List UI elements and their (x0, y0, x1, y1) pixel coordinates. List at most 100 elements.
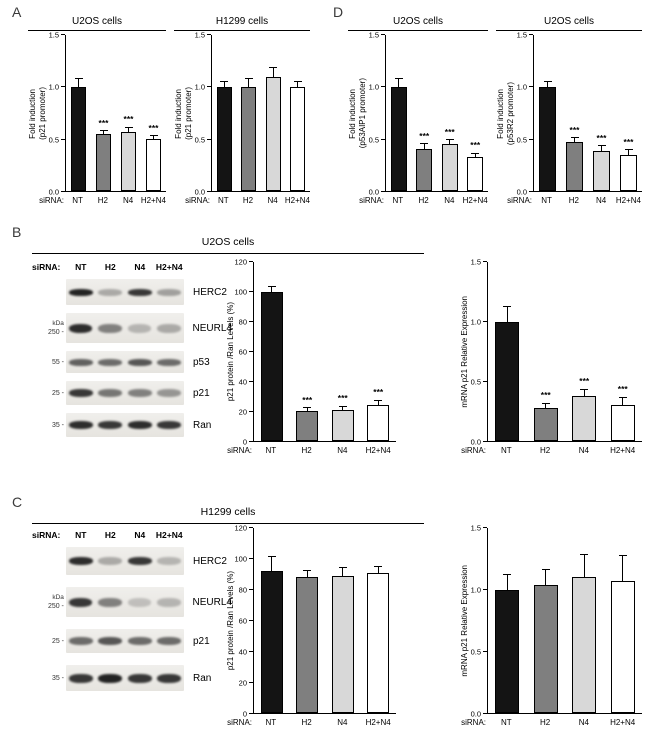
significance-stars: *** (123, 114, 134, 125)
y-tick-mark (483, 589, 487, 590)
blot-lane (66, 279, 96, 305)
y-tick-label: 0.5 (470, 647, 481, 657)
y-tick-label: 0.0 (368, 187, 379, 197)
y-tick-mark (483, 381, 487, 382)
significance-stars: *** (617, 384, 628, 395)
y-tick-label: 100 (234, 554, 247, 564)
bar-slot: *** (561, 35, 588, 191)
bar-slot: *** (91, 35, 116, 191)
x-category-label: NT (501, 718, 512, 727)
error-bar-cap (570, 136, 579, 138)
y-tick-label: 1.0 (470, 317, 481, 327)
blot-row-ran: 35 - Ran (32, 413, 232, 437)
protein-band (157, 421, 182, 429)
error-bar-cap (394, 77, 403, 79)
y-tick-mark (249, 651, 253, 652)
marker-value: 55 - (51, 358, 64, 366)
error-bar-cap (624, 149, 633, 151)
error-bar (271, 557, 273, 572)
error-bar-cap (267, 286, 276, 288)
error-bar-cap (99, 129, 108, 131)
y-axis-label-line: (p21 promoter) (38, 87, 47, 140)
blot-lane-labels: NT H2 N4 H2+N4 (66, 262, 184, 272)
y-tick-mark (529, 138, 533, 140)
y-axis-ticks: 0.0 0.5 1.0 1.5 (48, 31, 65, 197)
error-bar-cap (338, 567, 347, 569)
protein-band (127, 673, 152, 683)
bar-slot (325, 528, 361, 713)
error-bar-cap (267, 556, 276, 558)
bar-nt (260, 291, 283, 441)
bar-slot: *** (361, 262, 397, 441)
y-axis-ticks: 0.0 0.5 1.0 1.5 (194, 31, 211, 197)
blot-lane (96, 413, 126, 437)
y-tick-mark (483, 527, 487, 528)
x-axis: siRNA: NT H2 N4 H2+N4 (359, 192, 488, 212)
bar-h2 (95, 133, 112, 191)
molecular-weight-marker: 35 - (32, 422, 66, 429)
error-bar-cap (374, 399, 383, 401)
x-category-label: H2 (242, 196, 254, 205)
bar-nt (260, 571, 283, 713)
protein-band (98, 673, 123, 683)
blot-row-p21: 25 - p21 (32, 381, 232, 405)
bar-slot (565, 528, 604, 713)
bar-slot: *** (588, 35, 615, 191)
plot-area: *** *** *** (533, 35, 642, 192)
protein-band (157, 637, 182, 645)
y-tick-label: 80 (238, 317, 247, 327)
blot-lane (66, 413, 96, 437)
bar-slot (286, 35, 311, 191)
x-category-label: NT (265, 446, 277, 455)
error-bar-cap (471, 152, 480, 154)
y-tick-label: 0 (242, 437, 247, 447)
y-tick-label: 0.0 (470, 437, 481, 447)
marker-value: 35 - (51, 674, 64, 682)
blot-rows: HERC2 kDa 250 - NEURL4 25 - p21 35 - Ran (32, 547, 232, 691)
blot-lane-labels: NT H2 N4 H2+N4 (66, 530, 184, 540)
protein-band (98, 389, 123, 397)
blot-lane-header: siRNA: NT H2 N4 H2+N4 (32, 262, 232, 272)
x-category-label: H2+N4 (610, 718, 636, 727)
y-tick-label: 120 (234, 257, 247, 267)
blot-strip (66, 665, 184, 691)
y-tick-label: 20 (238, 407, 247, 417)
significance-stars: *** (569, 124, 580, 135)
blot-strip (66, 629, 184, 653)
error-bar-cap (220, 80, 229, 82)
blot-lane (66, 547, 96, 575)
bar-slot: *** (604, 262, 643, 441)
y-tick-mark (483, 261, 487, 262)
blot-strip (66, 381, 184, 405)
plot-area: *** *** *** (487, 262, 642, 442)
protein-band (127, 597, 152, 607)
y-tick-mark (249, 527, 253, 528)
blot-lane (125, 313, 154, 343)
panel-c-title: H1299 cells (200, 506, 256, 518)
y-tick-mark (249, 261, 253, 262)
x-axis: siRNA: NT H2 N4 H2+N4 (185, 192, 310, 212)
error-bar (103, 130, 104, 134)
error-bar (506, 307, 508, 322)
blot-lane (96, 351, 126, 373)
y-axis-label: mRNA p21 Relative Expression (460, 262, 470, 442)
molecular-weight-marker: 35 - (32, 675, 66, 682)
error-bar-cap (541, 403, 550, 405)
blot-lane (66, 629, 96, 653)
y-tick-mark (249, 558, 253, 559)
blot-lane (125, 351, 155, 373)
bar-n4 (331, 575, 354, 713)
protein-band (98, 358, 123, 366)
blot-lane (96, 547, 126, 575)
y-tick-mark (249, 291, 253, 292)
bar-n4 (593, 151, 610, 191)
blot-row-p53: 55 - p53 (32, 351, 232, 373)
marker-value: 35 - (51, 421, 64, 429)
molecular-weight-marker: 25 - (32, 638, 66, 645)
blot-rows: HERC2 kDa 250 - NEURL4 55 - p53 25 - p21 35 - Ran (32, 279, 232, 437)
y-axis-label-line: (p53AIP1 promoter) (358, 78, 367, 149)
error-bar-cap (303, 407, 312, 409)
error-bar (297, 81, 299, 87)
bar-h2+n4 (290, 87, 306, 191)
